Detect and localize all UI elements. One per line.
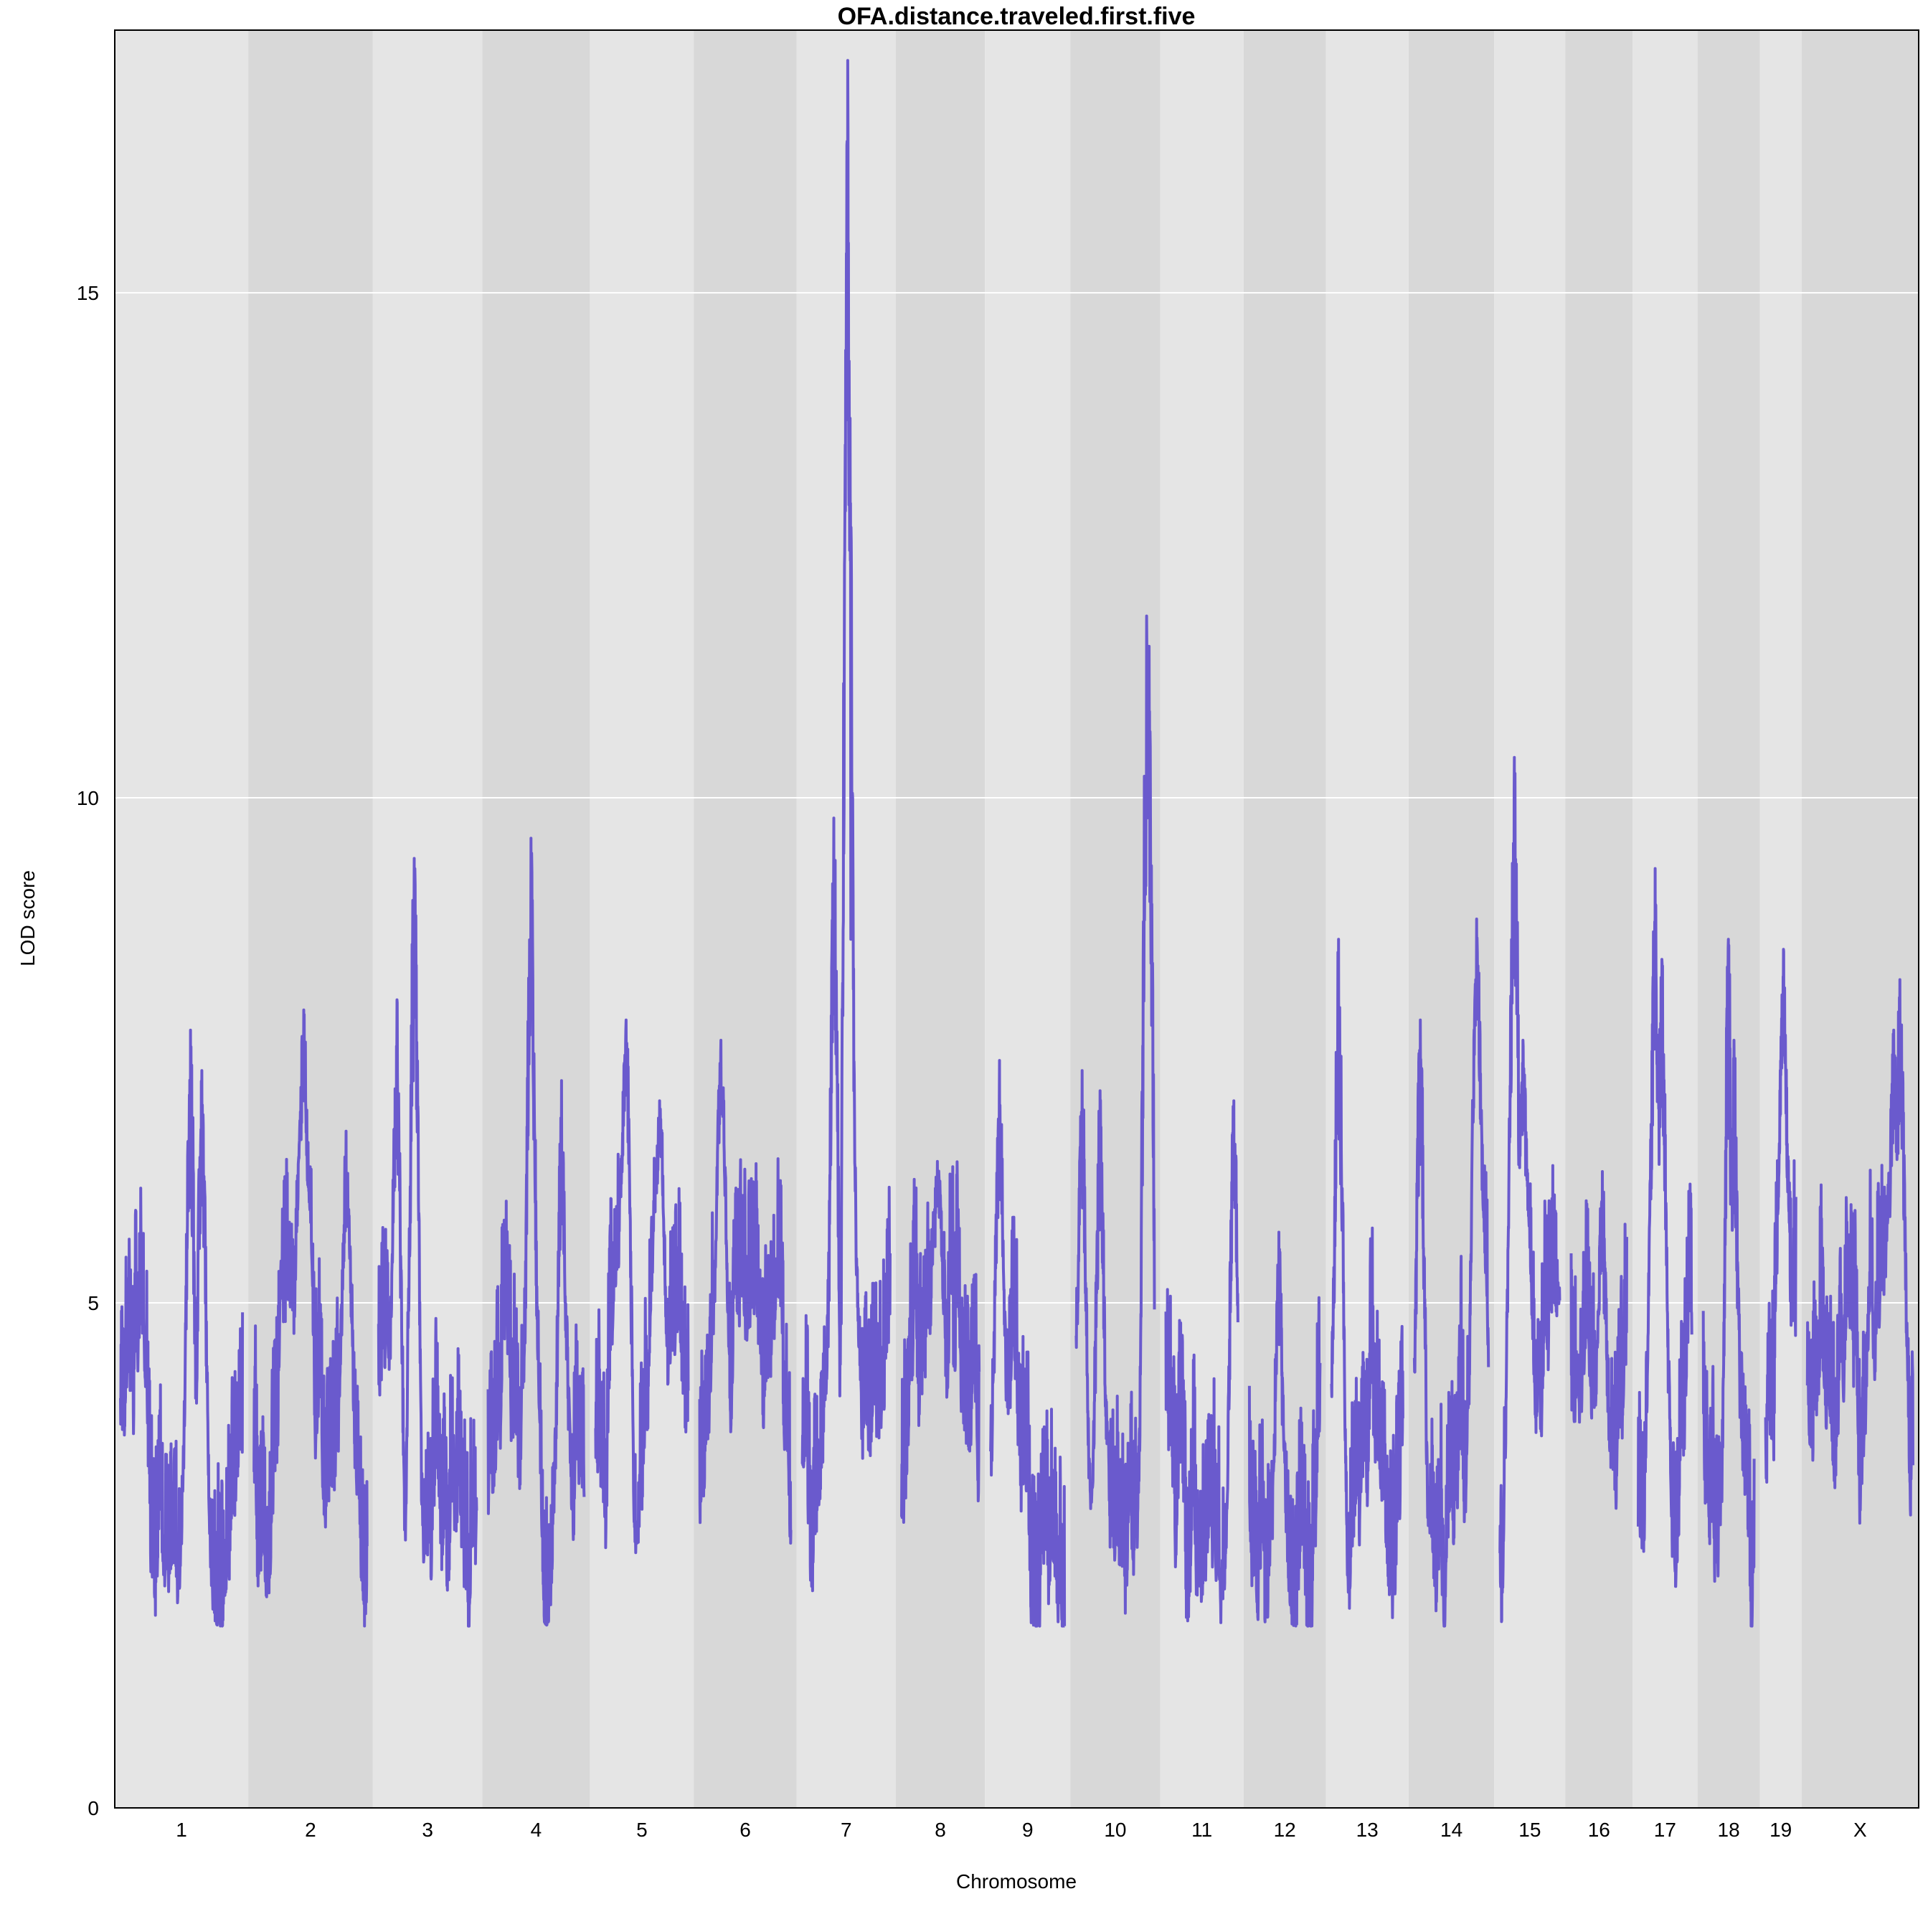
x-tick-label-4: 4: [531, 1819, 542, 1841]
lod-line-chr-11: [1164, 1099, 1239, 1624]
x-tick-label-18: 18: [1718, 1819, 1740, 1841]
x-axis-label: Chromosome: [956, 1870, 1077, 1893]
x-tick-label-14: 14: [1440, 1819, 1462, 1841]
x-tick-label-6: 6: [739, 1819, 751, 1841]
lod-line-chr-X: [1805, 978, 1914, 1525]
lod-line-chr-19: [1764, 948, 1797, 1484]
x-tick-label-1: 1: [176, 1819, 187, 1841]
x-tick-label-9: 9: [1022, 1819, 1034, 1841]
x-tick-label-13: 13: [1356, 1819, 1379, 1841]
x-tick-label-8: 8: [935, 1819, 946, 1841]
y-axis-label: LOD score: [16, 870, 39, 966]
lod-line-chr-6: [698, 1039, 793, 1545]
chromosome-band-19: [1759, 30, 1802, 1808]
x-axis-ticks: 1 2 3 4 5 6 7 8 9 10 11 12 13 14 15 16 17 18 19 X: [176, 1819, 1867, 1841]
y-tick-label-15: 15: [77, 282, 99, 304]
chromosome-band-4: [482, 30, 590, 1808]
x-tick-label-16: 16: [1588, 1819, 1610, 1841]
lod-line-chr-9: [989, 1059, 1067, 1628]
chromosome-bands: [115, 30, 1919, 1808]
chromosome-band-16: [1565, 30, 1633, 1808]
chart-title: OFA.distance.traveled.first.five: [838, 3, 1196, 30]
lod-line-chr-3: [377, 857, 478, 1628]
x-tick-label-2: 2: [305, 1819, 316, 1841]
lod-line-chr-13: [1330, 938, 1404, 1619]
x-tick-label-5: 5: [636, 1819, 648, 1841]
lod-line-chr-8: [900, 1159, 981, 1524]
y-tick-label-0: 0: [88, 1797, 99, 1819]
lod-line-chr-16: [1569, 1170, 1628, 1510]
chromosome-band-15: [1494, 30, 1566, 1808]
x-tick-label-7: 7: [841, 1819, 852, 1841]
lod-line-chr-1: [119, 1028, 245, 1628]
chromosome-band-8: [896, 30, 986, 1808]
y-axis-ticks: 0 5 10 15: [77, 282, 99, 1819]
lod-line-chr-2: [252, 1008, 369, 1628]
lod-line-chr-7: [800, 59, 892, 1593]
x-tick-label-X: X: [1853, 1819, 1867, 1841]
chromosome-band-X: [1801, 30, 1919, 1808]
lod-line-chr-4: [486, 837, 586, 1627]
lod-line-chr-10: [1074, 614, 1156, 1615]
x-tick-label-12: 12: [1274, 1819, 1296, 1841]
chromosome-band-14: [1408, 30, 1495, 1808]
y-tick-label-10: 10: [77, 787, 99, 809]
x-tick-label-17: 17: [1654, 1819, 1676, 1841]
lod-line-chr-12: [1247, 1230, 1322, 1628]
x-tick-label-3: 3: [422, 1819, 433, 1841]
lod-line-chr-5: [594, 1018, 690, 1555]
y-tick-label-5: 5: [88, 1292, 99, 1314]
x-tick-label-10: 10: [1104, 1819, 1126, 1841]
chromosome-band-6: [694, 30, 797, 1808]
lod-series: [119, 59, 1914, 1628]
lod-line-chr-17: [1637, 867, 1693, 1588]
lod-line-chr-14: [1412, 918, 1490, 1628]
x-tick-label-19: 19: [1769, 1819, 1792, 1841]
x-tick-label-11: 11: [1191, 1819, 1212, 1841]
lod-line-chr-15: [1498, 755, 1561, 1624]
x-tick-label-15: 15: [1518, 1819, 1541, 1841]
lod-line-chr-18: [1701, 938, 1756, 1628]
plot-frame: [114, 29, 1919, 1809]
